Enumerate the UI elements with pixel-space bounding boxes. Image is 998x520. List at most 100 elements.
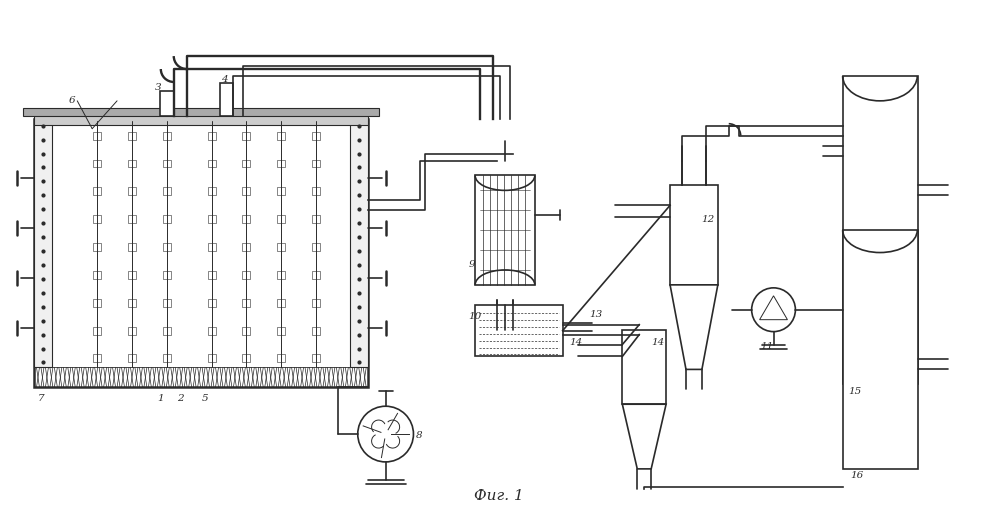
Text: 8: 8	[415, 431, 422, 440]
Bar	[312, 355, 320, 362]
Text: 15: 15	[848, 387, 861, 396]
Bar	[35, 119, 53, 368]
Bar	[208, 160, 216, 167]
Bar	[128, 187, 136, 196]
Bar	[208, 271, 216, 279]
Bar	[208, 215, 216, 223]
Bar	[163, 299, 171, 307]
Bar	[163, 327, 171, 334]
Bar	[277, 243, 285, 251]
Text: 14: 14	[570, 337, 583, 347]
Bar	[312, 271, 320, 279]
Text: 2: 2	[177, 394, 184, 404]
Bar	[160, 91, 174, 116]
Bar	[208, 187, 216, 196]
Bar	[243, 243, 250, 251]
Bar	[163, 187, 171, 196]
Bar	[93, 187, 101, 196]
Text: 1: 1	[157, 394, 164, 404]
Bar	[163, 243, 171, 251]
Bar	[277, 132, 285, 140]
Bar	[93, 327, 101, 334]
Bar	[93, 215, 101, 223]
Bar	[163, 215, 171, 223]
Bar	[35, 113, 367, 125]
Bar	[208, 299, 216, 307]
Bar	[35, 119, 367, 387]
Text: 12: 12	[701, 215, 715, 224]
Bar	[163, 132, 171, 140]
Bar	[128, 327, 136, 334]
Bar	[277, 327, 285, 334]
Bar	[843, 76, 918, 384]
Polygon shape	[759, 296, 787, 320]
Bar	[475, 175, 535, 285]
Text: 16: 16	[850, 471, 863, 480]
Text: 5: 5	[202, 394, 209, 404]
Bar	[243, 355, 250, 362]
Bar	[277, 355, 285, 362]
Bar	[128, 271, 136, 279]
Bar	[243, 299, 250, 307]
Text: 10: 10	[468, 311, 481, 321]
Bar	[128, 132, 136, 140]
Bar	[163, 160, 171, 167]
Bar	[475, 305, 563, 357]
Bar	[220, 83, 234, 116]
Bar	[312, 327, 320, 334]
Text: 9: 9	[468, 260, 475, 269]
Bar	[93, 299, 101, 307]
Bar	[312, 215, 320, 223]
Bar	[277, 160, 285, 167]
Bar	[277, 187, 285, 196]
Bar	[208, 243, 216, 251]
Bar	[93, 243, 101, 251]
Bar	[312, 160, 320, 167]
Bar	[93, 160, 101, 167]
Bar	[277, 215, 285, 223]
Bar	[163, 355, 171, 362]
Circle shape	[357, 406, 413, 462]
Bar	[843, 230, 918, 469]
Bar	[128, 160, 136, 167]
Bar	[243, 132, 250, 140]
Bar	[312, 187, 320, 196]
Bar	[128, 355, 136, 362]
Bar	[312, 132, 320, 140]
Bar	[128, 243, 136, 251]
Bar	[23, 108, 378, 116]
Bar	[312, 299, 320, 307]
Bar	[208, 327, 216, 334]
Bar	[163, 271, 171, 279]
Bar	[93, 355, 101, 362]
Text: Фиг. 1: Фиг. 1	[474, 489, 524, 503]
Bar	[128, 299, 136, 307]
Text: 4: 4	[222, 75, 229, 84]
Bar	[243, 271, 250, 279]
Text: 7: 7	[38, 394, 44, 404]
Text: 11: 11	[760, 342, 773, 350]
Bar	[93, 271, 101, 279]
Polygon shape	[623, 404, 666, 469]
Bar	[243, 160, 250, 167]
Text: 14: 14	[651, 337, 665, 347]
Bar	[208, 355, 216, 362]
Circle shape	[751, 288, 795, 332]
Bar	[277, 299, 285, 307]
Bar	[350, 119, 367, 368]
Bar	[93, 132, 101, 140]
Bar	[277, 271, 285, 279]
Bar	[243, 215, 250, 223]
Bar	[35, 368, 367, 387]
Polygon shape	[670, 285, 718, 369]
Text: 13: 13	[590, 310, 603, 319]
Bar	[312, 243, 320, 251]
Text: 3: 3	[155, 83, 162, 92]
Bar	[128, 215, 136, 223]
Bar	[208, 132, 216, 140]
Bar	[670, 186, 718, 285]
Bar	[623, 330, 666, 404]
Bar	[243, 327, 250, 334]
Text: 6: 6	[68, 96, 75, 105]
Bar	[243, 187, 250, 196]
